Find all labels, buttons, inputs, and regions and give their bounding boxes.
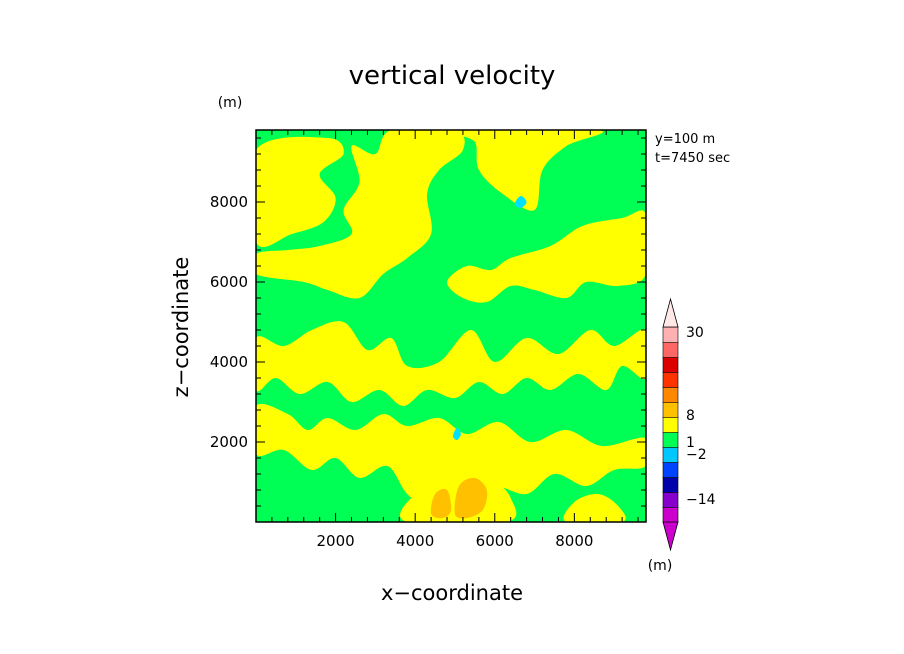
colorbar-over-triangle (662, 297, 679, 328)
y-axis-label: z−coordinate (169, 257, 193, 398)
colorbar-segment (662, 371, 679, 388)
downdraft-spot (514, 195, 527, 209)
colorbar-segment (662, 416, 679, 433)
colorbar-segment (662, 326, 679, 343)
info-line-y: y=100 m (655, 132, 715, 147)
colorbar-segment (662, 461, 679, 478)
x-tick-label: 4000 (396, 532, 434, 550)
colorbar: 30 8 1−2 −14 (662, 297, 716, 552)
colorbar-segment (662, 341, 679, 358)
plot-frame (255, 129, 647, 523)
updraft-region (446, 210, 646, 303)
plot-axes: 2000 4000 6000 8000 2000 4000 6000 8000 (210, 129, 647, 550)
colorbar-segment (662, 386, 679, 403)
colorbar-label: 30 (686, 325, 704, 341)
y-tick-label: 4000 (210, 353, 248, 371)
updraft-region (256, 403, 646, 511)
chart-title: vertical velocity (349, 61, 556, 91)
colorbar-label: 1 (686, 435, 695, 451)
y-tick-label: 6000 (210, 273, 248, 291)
colorbar-label: −14 (686, 492, 716, 508)
colorbar-label: 8 (686, 408, 695, 424)
downdraft-spot (453, 427, 461, 441)
colorbar-segment (662, 431, 679, 448)
colorbar-under-triangle (662, 521, 679, 552)
updraft-region (256, 321, 646, 406)
contour-plot-area (256, 130, 646, 522)
strong-updraft-region (430, 488, 452, 519)
y-tick-label: 8000 (210, 193, 248, 211)
info-line-t: t=7450 sec (655, 151, 730, 166)
colorbar-segment (662, 506, 679, 523)
x-tick-label: 2000 (316, 532, 354, 550)
updraft-region (256, 136, 344, 248)
strong-updraft-region (454, 477, 488, 519)
colorbar-unit: (m) (648, 558, 673, 574)
y-axis-unit: (m) (218, 95, 243, 111)
y-tick-label: 2000 (210, 433, 248, 451)
updraft-region (448, 130, 603, 211)
updraft-region (563, 493, 626, 522)
colorbar-segment (662, 356, 679, 373)
colorbar-segment (662, 491, 679, 508)
x-axis-label: x−coordinate (381, 581, 523, 605)
x-tick-label: 8000 (555, 532, 593, 550)
colorbar-segment (662, 401, 679, 418)
colorbar-segment (662, 446, 679, 463)
colorbar-label: −2 (686, 447, 707, 463)
x-tick-label: 6000 (476, 532, 514, 550)
colorbar-segment (662, 476, 679, 493)
updraft-region (256, 130, 465, 299)
